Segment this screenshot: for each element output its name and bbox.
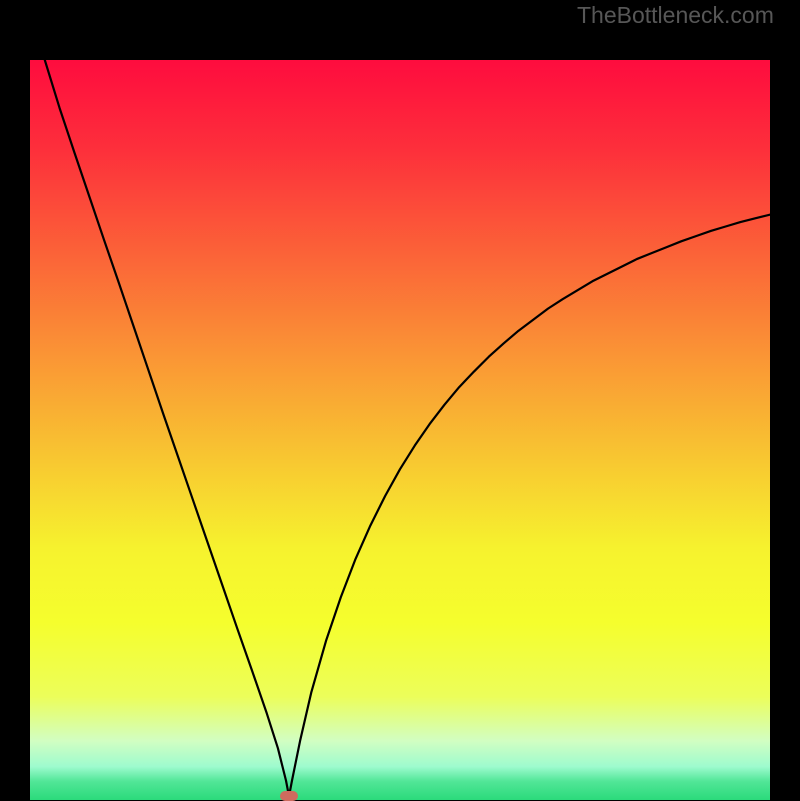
attribution-text: TheBottleneck.com — [577, 2, 774, 29]
curve-path — [45, 60, 770, 796]
bottleneck-curve — [30, 60, 770, 800]
plot-frame — [0, 30, 800, 800]
optimal-point-marker — [280, 791, 298, 801]
